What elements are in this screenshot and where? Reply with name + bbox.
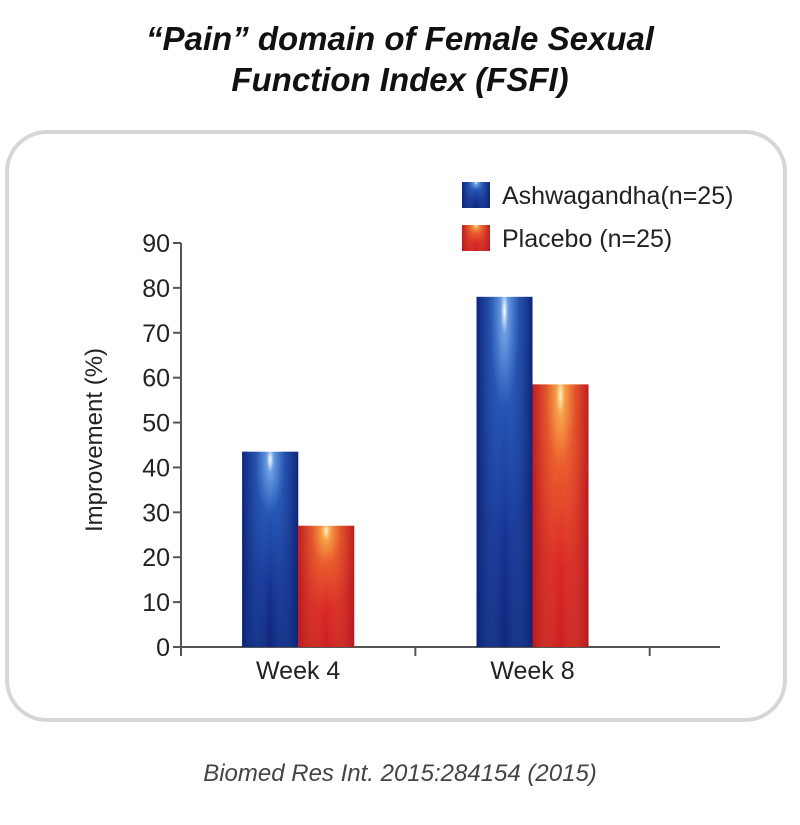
chart-panel	[5, 130, 787, 722]
x-axis: Week 4 Week 8	[180, 646, 720, 685]
y-axis: 0 10 20 30 40 50 60 70 80 90	[142, 230, 182, 662]
legend: Ashwagandha(n=25) Placebo (n=25)	[462, 182, 733, 253]
y-tick-label: 70	[142, 320, 170, 348]
legend-swatch-shading	[462, 182, 490, 208]
citation: Biomed Res Int. 2015:284154 (2015)	[203, 760, 597, 787]
bar-shading	[298, 525, 355, 647]
x-tick-label: Week 8	[490, 657, 574, 685]
y-tick-label: 10	[142, 589, 170, 617]
y-tick-label: 80	[142, 275, 170, 303]
y-tick-label: 30	[142, 499, 170, 527]
y-tick-label: 90	[142, 230, 170, 258]
chart-title-line-2: Function Index (FSFI)	[231, 61, 569, 98]
legend-label: Ashwagandha(n=25)	[502, 182, 733, 210]
x-tick-label: Week 4	[256, 657, 340, 685]
y-tick-label: 0	[156, 634, 170, 662]
chart-title-line-1: “Pain” domain of Female Sexual	[146, 20, 654, 57]
bar-shading	[532, 384, 589, 647]
y-tick-label: 40	[142, 454, 170, 482]
bar-shading	[242, 451, 299, 647]
legend-label: Placebo (n=25)	[502, 225, 672, 253]
legend-swatch-shading	[462, 225, 490, 251]
bar-shading	[476, 296, 533, 647]
chart-title: “Pain” domain of Female Sexual Function …	[0, 18, 800, 100]
y-tick-label: 20	[142, 544, 170, 572]
y-tick-label: 50	[142, 410, 170, 438]
y-axis-label: Improvement (%)	[81, 348, 108, 532]
y-tick-label: 60	[142, 365, 170, 393]
bars	[242, 296, 589, 647]
